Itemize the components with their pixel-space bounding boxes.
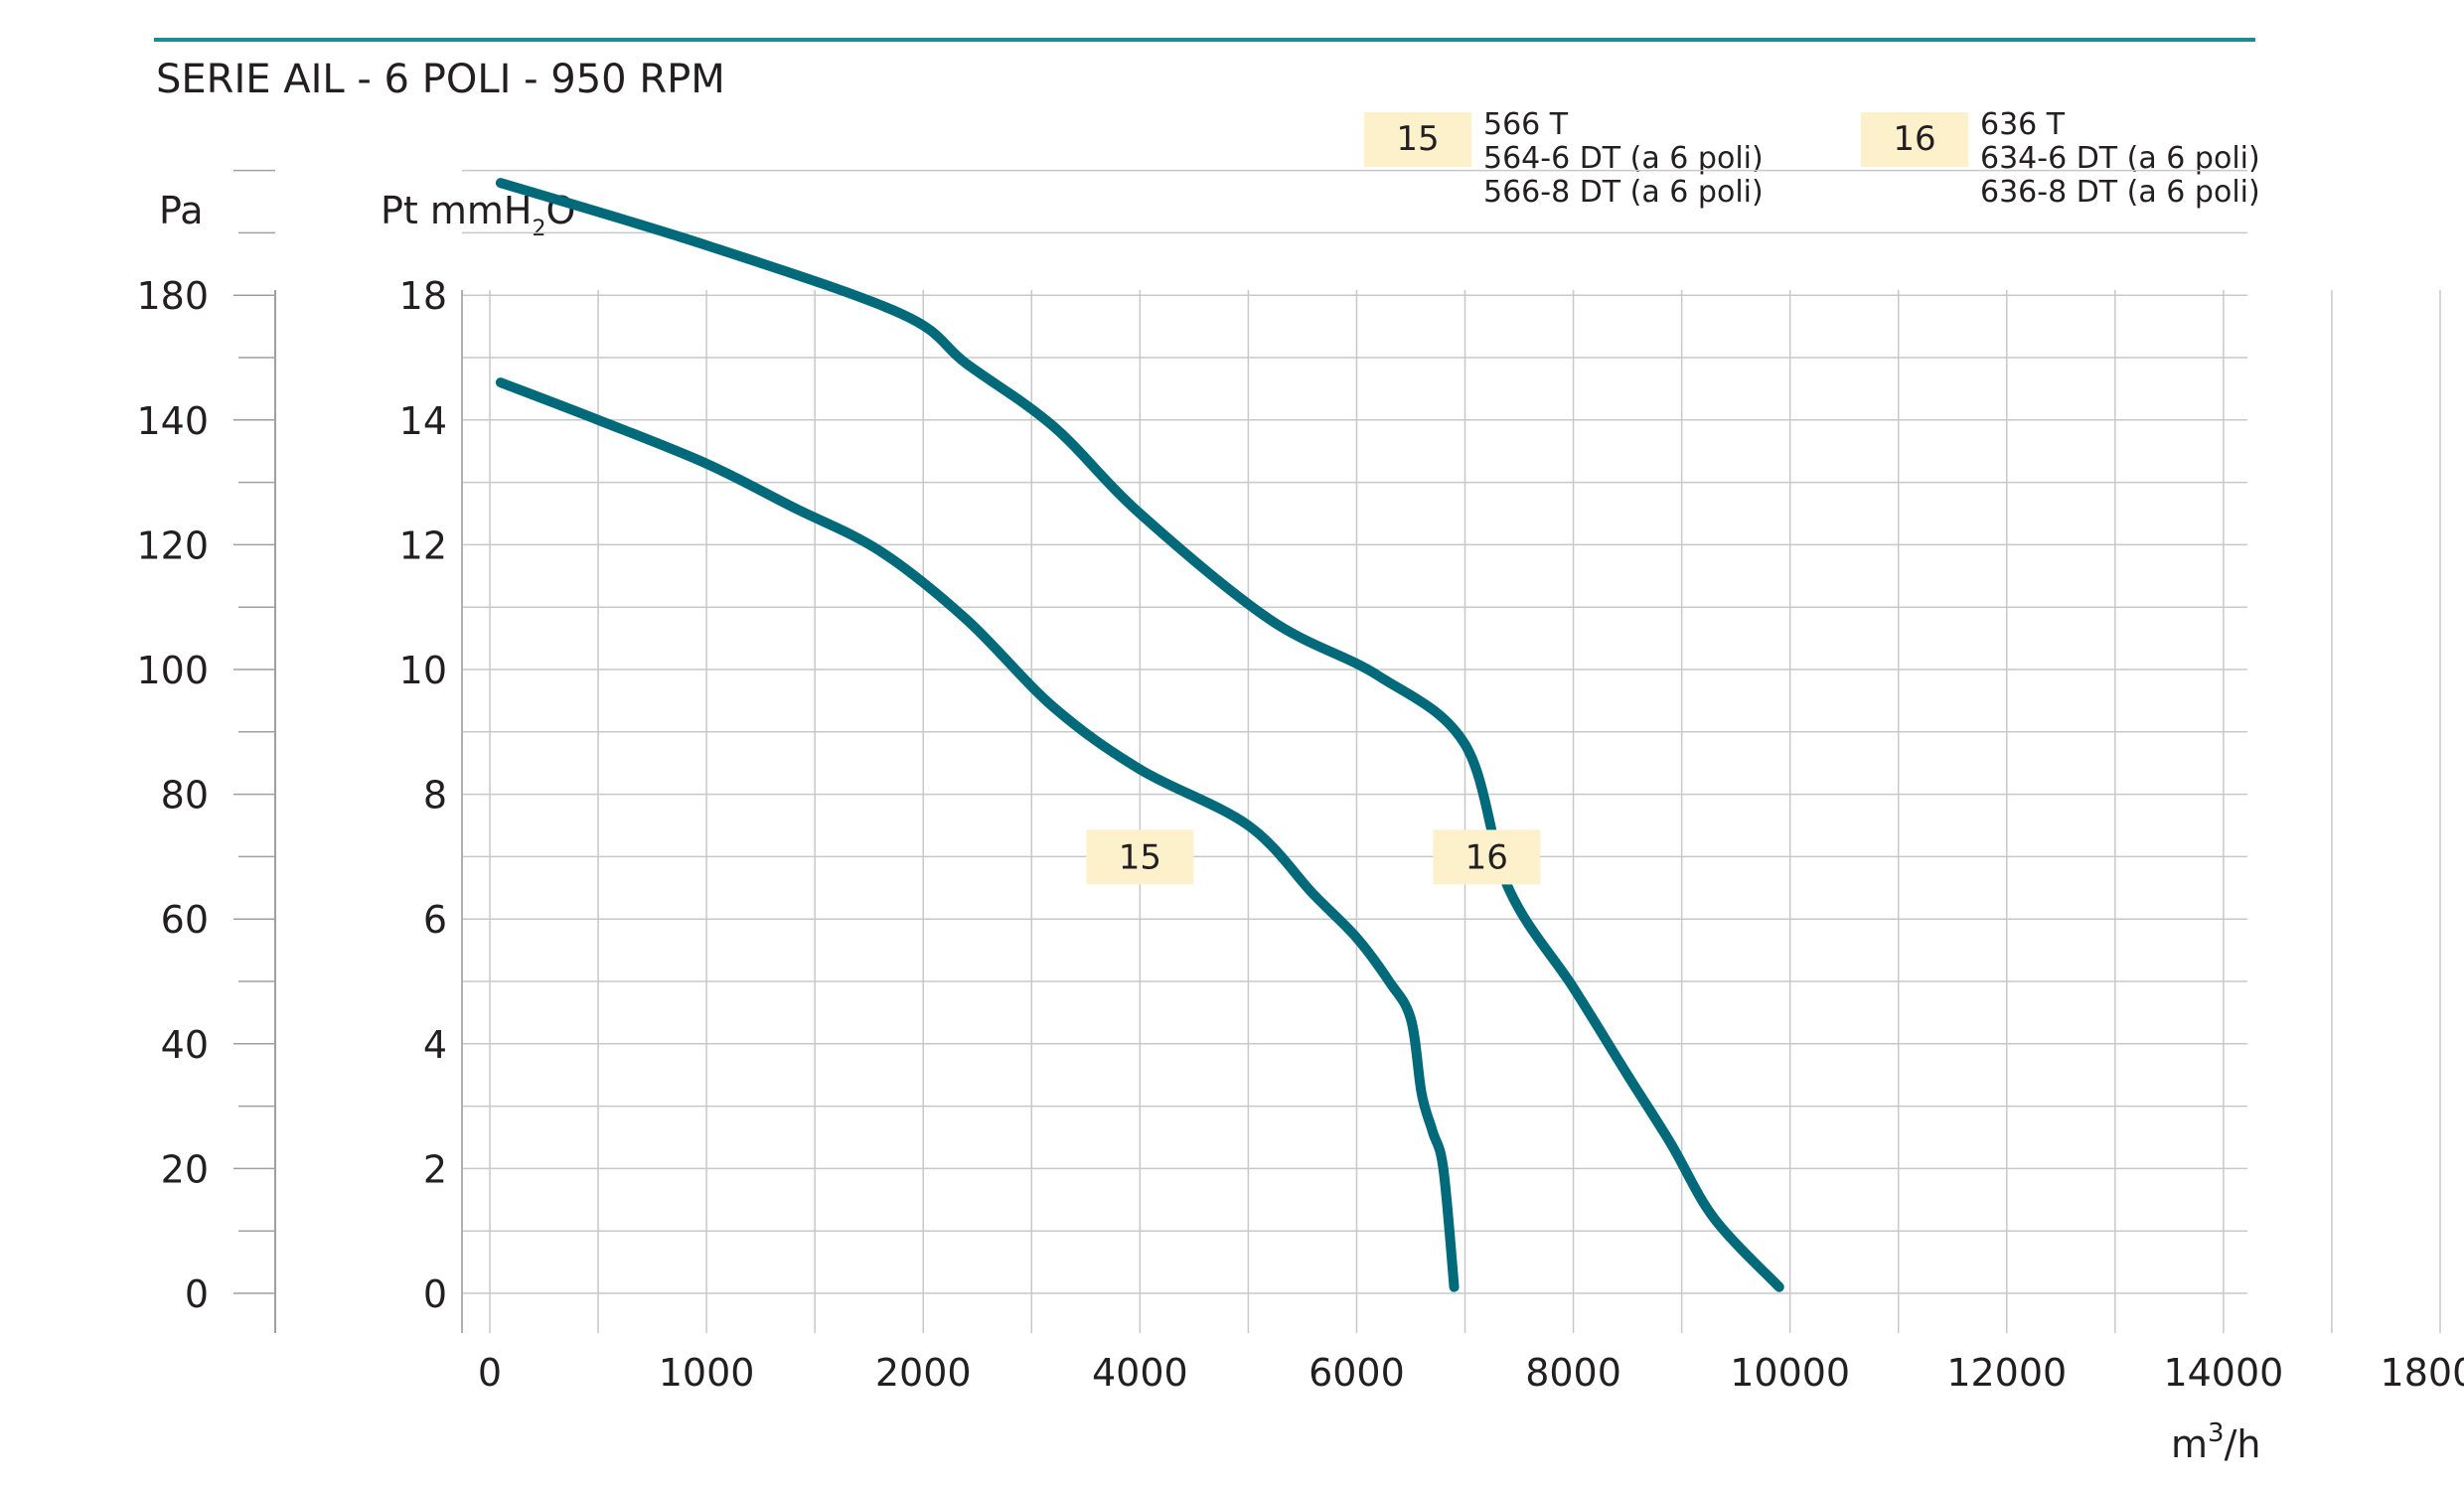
axes xyxy=(233,169,276,1333)
y-tick-label: 14 xyxy=(399,399,447,443)
pa-tick-label: 0 xyxy=(185,1272,209,1316)
grid xyxy=(461,169,2441,1333)
legend-key-box-16 xyxy=(1861,112,1968,167)
curve-labels: 15 16 xyxy=(1086,829,1541,885)
y-left-axis-label: Pa xyxy=(159,189,204,232)
series-line-16 xyxy=(495,178,1784,1292)
x-tick-label: 1000 xyxy=(659,1351,755,1395)
y-axis-label-main: Pt mmH xyxy=(381,189,533,232)
legend-key-16: 16 xyxy=(1893,119,1935,159)
legend-line: 566-8 DT (a 6 poli) xyxy=(1483,175,1764,210)
curve-label-box-15 xyxy=(1086,829,1194,885)
y-axis-label-sub: 2 xyxy=(533,217,546,241)
legend-entry-16: 16 636 T 634-6 DT (a 6 poli) 636-8 DT (a… xyxy=(1861,107,2260,210)
legend-key-15: 15 xyxy=(1396,119,1439,159)
y-tick-label: 6 xyxy=(423,898,447,942)
chart-title: SERIE AIL - 6 POLI - 950 RPM xyxy=(156,57,725,102)
x-tick-label: 10000 xyxy=(1730,1351,1850,1395)
x-tick-label: 2000 xyxy=(875,1351,972,1395)
y-tick-label: 10 xyxy=(399,649,447,692)
pa-tick-label: 60 xyxy=(161,898,209,942)
y-tick-label: 4 xyxy=(423,1023,447,1067)
y-tick-label: 0 xyxy=(423,1272,447,1316)
x-tick-label: 4000 xyxy=(1092,1351,1188,1395)
legend-line: 636-8 DT (a 6 poli) xyxy=(1980,175,2260,210)
legend-key-box-15 xyxy=(1364,112,1471,167)
y-tick-label: 2 xyxy=(423,1147,447,1191)
x-axis-label-main: m xyxy=(2171,1422,2208,1466)
x-axis-label-tail: /h xyxy=(2225,1422,2261,1466)
y-tick-label: 18 xyxy=(399,274,447,318)
x-tick-label: 6000 xyxy=(1309,1351,1405,1395)
x-tick-label: 12000 xyxy=(1946,1351,2067,1395)
legend-line: 566 T xyxy=(1483,107,1569,142)
pa-tick-label: 100 xyxy=(136,649,209,692)
x-tick-label: 18000 xyxy=(2381,1351,2464,1395)
y-tick-label: 12 xyxy=(399,523,447,567)
x-tick-label: 14000 xyxy=(2163,1351,2283,1395)
y-tick-label: 8 xyxy=(423,774,447,818)
pa-tick-label: 80 xyxy=(161,774,209,818)
legend: 15 566 T 564-6 DT (a 6 poli) 566-8 DT (a… xyxy=(1364,107,2260,210)
x-axis-label: m3/h xyxy=(2171,1418,2260,1466)
curve-label-box-16 xyxy=(1433,829,1541,885)
legend-line: 636 T xyxy=(1980,107,2066,142)
legend-entry-15: 15 566 T 564-6 DT (a 6 poli) 566-8 DT (a… xyxy=(1364,107,1764,210)
pa-tick-label: 140 xyxy=(136,399,209,443)
x-tick-label: 0 xyxy=(478,1351,502,1395)
curve-label-15: 15 xyxy=(1119,837,1161,877)
y-axis-label: Pt mmH2O xyxy=(381,189,575,241)
x-axis-label-sup: 3 xyxy=(2208,1418,2225,1448)
pa-tick-label: 180 xyxy=(136,274,209,318)
pa-tick-label: 40 xyxy=(161,1023,209,1067)
pa-tick-label: 120 xyxy=(136,523,209,567)
series-line-15 xyxy=(495,377,1460,1292)
series xyxy=(495,178,1784,1292)
pa-tick-label: 20 xyxy=(161,1147,209,1191)
curve-label-16: 16 xyxy=(1465,837,1508,877)
x-tick-label: 8000 xyxy=(1525,1351,1621,1395)
